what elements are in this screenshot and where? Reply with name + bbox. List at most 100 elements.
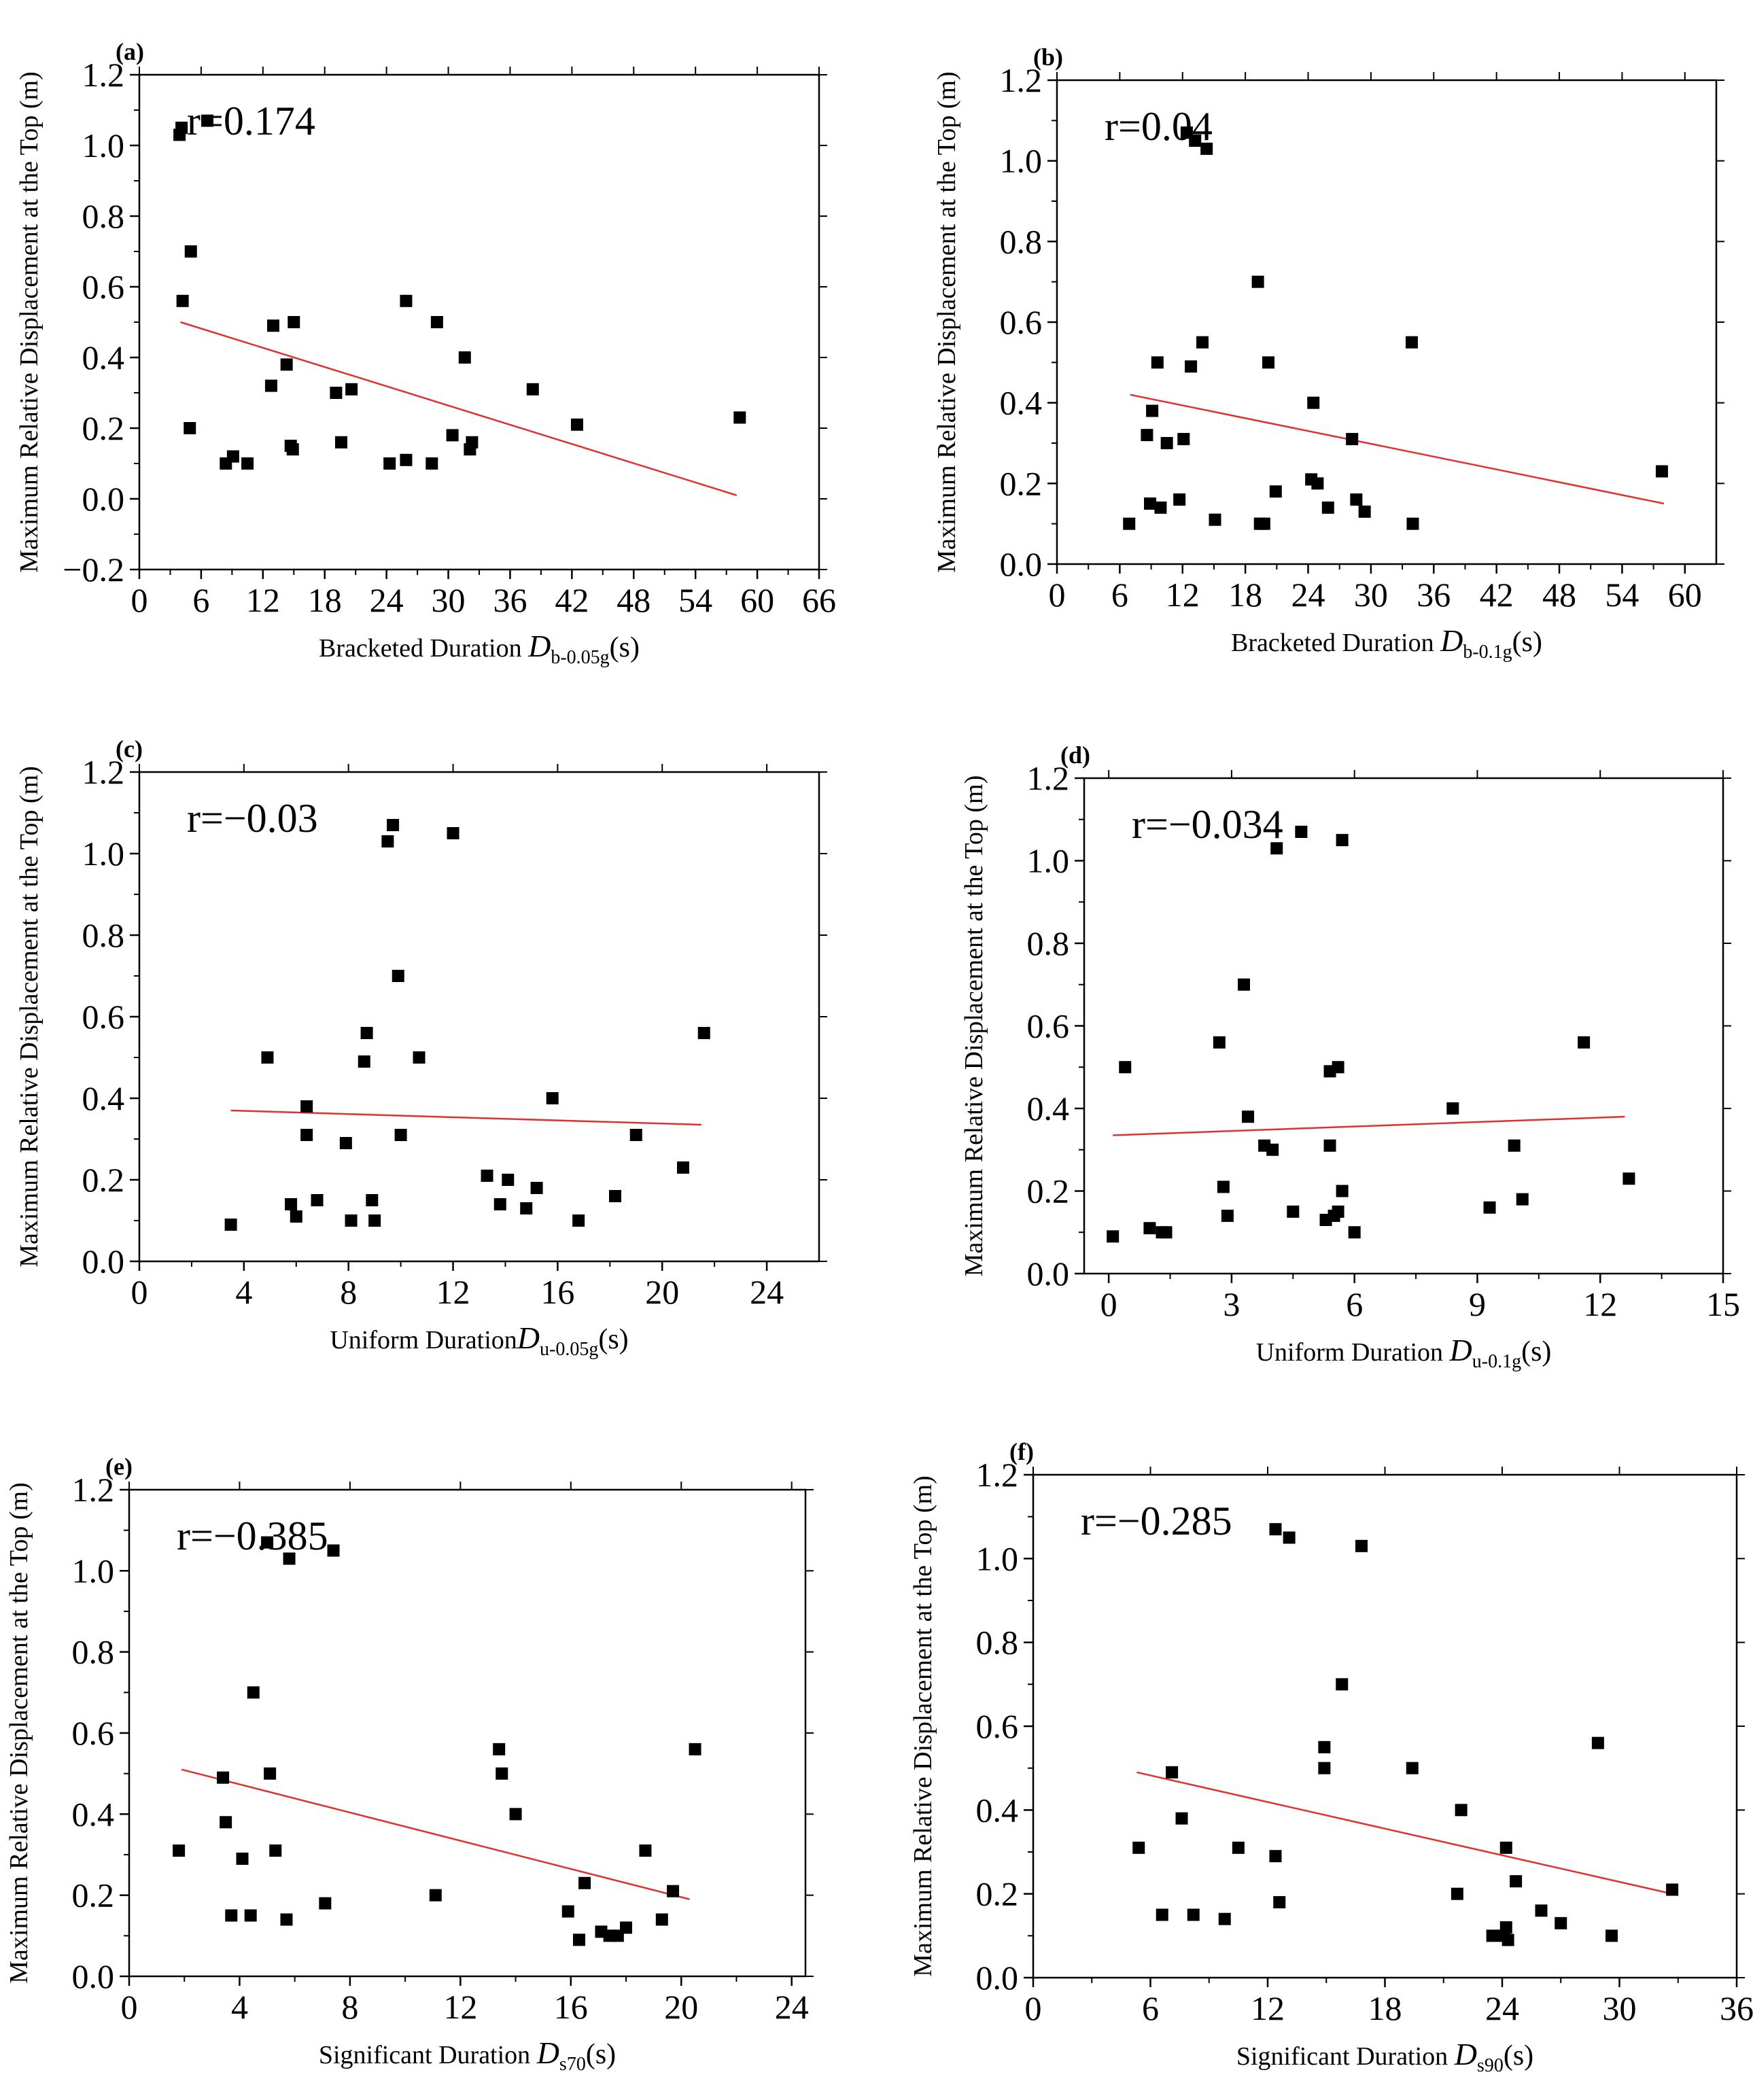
y-tick-label: 0.8 [1000,222,1043,260]
data-point [1348,1226,1361,1239]
data-point [1257,517,1270,530]
chart-panel-6: 0 6 12 18 24 30 36 0.0 0.2 0.4 0.6 0.8 1.0 1.2 Maximum… [909,1438,1753,2076]
x-axis-label: Bracketed Duration Db-0.1g(s) [1231,623,1542,663]
y-axis-label: Maximum Relative Displacement at the Top… [15,71,44,572]
data-point [1336,834,1349,847]
x-tick-label: 36 [1720,1989,1753,2027]
data-point [261,1051,274,1064]
data-point [330,387,343,399]
data-point [1295,825,1308,838]
data-point [1606,1929,1618,1942]
data-point [220,1816,232,1829]
data-point [1238,978,1250,991]
x-tick-label: 24 [1291,576,1325,614]
correlation-annotation: r=−0.03 [187,796,318,841]
y-tick-label: 1.0 [976,1539,1019,1577]
y-tick-label: 0.4 [976,1791,1019,1829]
data-point [1321,501,1334,514]
data-point [280,1913,293,1926]
data-point [620,1921,633,1934]
x-axis-label: Significant Duration Ds70(s) [319,2035,616,2075]
regression-line [181,1768,690,1900]
data-point [1502,1933,1514,1946]
x-tick-label: 18 [1228,576,1262,614]
y-tick-label: −0.2 [63,550,124,589]
data-point [1336,1185,1349,1197]
data-point [327,1544,340,1557]
x-tick-label: 6 [1142,1989,1159,2027]
data-point [733,411,746,424]
data-point [1655,465,1668,478]
x-tick-label: 12 [443,1988,477,2026]
x-tick-label: 6 [1111,576,1128,614]
y-tick-label: 0.0 [82,1242,125,1280]
data-point [1209,513,1221,526]
x-tick-label: 66 [802,581,836,619]
x-tick-label: 0 [131,581,148,619]
x-tick-label: 24 [750,1273,784,1311]
data-point [226,450,239,463]
x-tick-label: 0 [1025,1989,1042,2027]
y-tick-label: 0.6 [72,1714,115,1752]
y-tick-label: 1.2 [1027,759,1070,797]
data-point [1166,1766,1179,1779]
data-point [1187,1908,1200,1921]
data-point [1510,1875,1523,1888]
data-point [1217,1180,1230,1193]
data-point [184,245,197,258]
data-point [358,1055,370,1068]
data-point [1622,1172,1635,1185]
data-point [1307,396,1320,409]
data-point [290,1210,302,1223]
data-point [1189,135,1202,147]
x-tick-label: 54 [678,581,712,619]
data-point [1266,1143,1279,1156]
panel-label: (f) [1009,1438,1034,1465]
y-tick-label: 1.2 [82,56,125,94]
data-point [345,1214,358,1227]
y-tick-label: 0.4 [1000,384,1043,422]
data-point [1287,1205,1300,1218]
data-point [1516,1193,1529,1206]
x-tick-label: 60 [740,581,774,619]
data-point [1666,1883,1679,1896]
data-point [458,351,471,364]
x-tick-label: 20 [664,1988,698,2026]
data-point [1406,1762,1419,1774]
data-point [285,1198,298,1210]
x-tick-label: 24 [1485,1989,1519,2027]
x-axis-label: Uniform DurationDu-0.05g(s) [330,1320,628,1360]
data-point [1221,1209,1234,1222]
chart-panel-4: 0 3 6 9 12 15 0.0 0.2 0.4 0.6 0.8 1.0 1.2 Maximum Rel… [960,741,1740,1372]
data-point [1151,356,1164,369]
data-point [334,436,347,449]
x-tick-label: 15 [1706,1285,1740,1323]
data-point [1232,1841,1245,1854]
data-point [1262,356,1275,369]
x-tick-label: 12 [246,581,280,619]
data-point [300,1129,313,1141]
y-axis-label: Maximum Relative Displacement at the Top… [960,775,988,1276]
y-tick-label: 0.6 [82,268,125,306]
regression-line [1130,393,1665,505]
data-point [1160,1226,1173,1239]
data-point [1405,336,1418,349]
data-point [1311,477,1324,490]
data-point [493,1198,506,1210]
data-point [697,1027,710,1039]
x-tick-label: 42 [555,581,589,619]
y-tick-label: 0.8 [82,916,125,954]
data-point [430,316,443,328]
data-point [173,1844,186,1857]
x-tick-label: 18 [1368,1989,1402,2027]
data-point [481,1170,493,1182]
x-tick-label: 6 [192,581,209,619]
y-tick-label: 0.6 [82,998,125,1036]
data-point [689,1743,701,1755]
x-tick-label: 9 [1469,1285,1486,1323]
plot-frame [1032,1473,1738,1979]
data-point [526,383,539,396]
data-point [300,1100,313,1113]
data-point [288,316,300,328]
